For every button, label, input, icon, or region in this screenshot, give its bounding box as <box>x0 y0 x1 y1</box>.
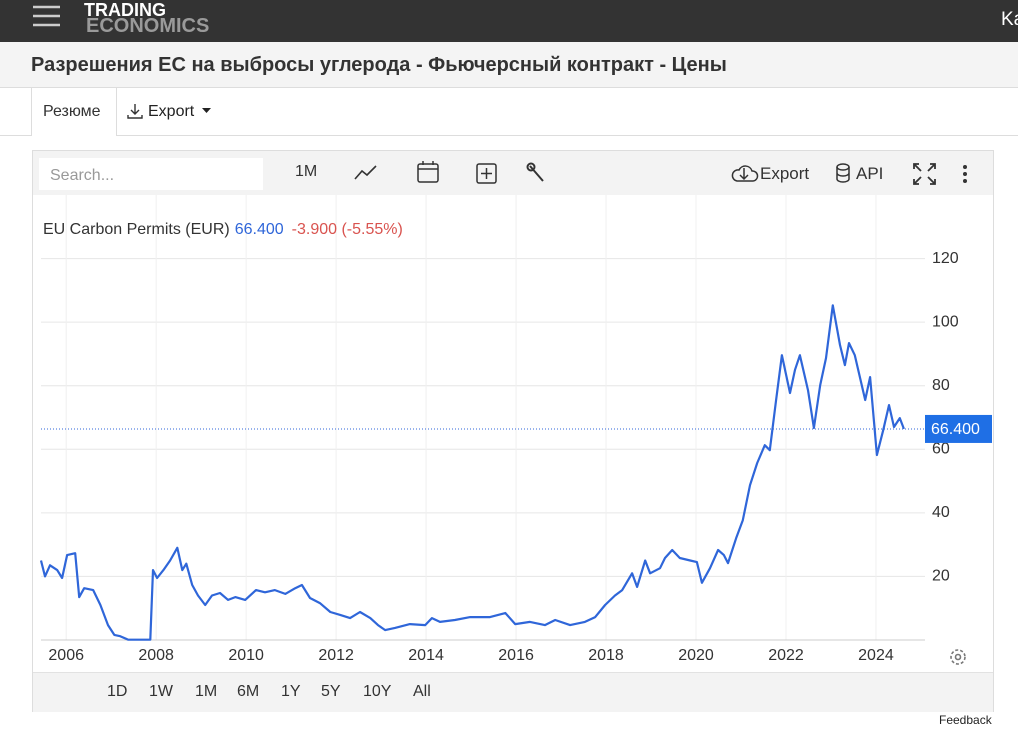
gear-outer <box>950 649 966 665</box>
toolbar-icons <box>354 161 967 185</box>
range-button[interactable]: 1D <box>107 683 128 700</box>
compare-icon[interactable] <box>476 163 497 184</box>
range-button[interactable]: 10Y <box>363 683 392 700</box>
y-tick-label: 60 <box>932 441 950 458</box>
x-tick-label: 2010 <box>228 647 264 664</box>
chart: 20 40 60 80 100 120 2006 2008 2010 2012 2014 2016 20… <box>39 195 992 665</box>
range-button[interactable]: All <box>413 683 431 700</box>
y-tick-label: 20 <box>932 568 950 585</box>
x-tick-label: 2018 <box>588 647 624 664</box>
chart-settings-icon[interactable] <box>950 649 966 665</box>
range-button[interactable]: 1M <box>195 683 218 700</box>
x-tick-label: 2006 <box>48 647 84 664</box>
range-button[interactable]: 1Y <box>281 683 301 700</box>
api-icon[interactable] <box>836 163 850 183</box>
chart-container: Search... 1M Export API 1D 1W 1M 6M 1Y 5Y 10Y A… <box>32 150 994 712</box>
x-tick-label: 2008 <box>138 647 174 664</box>
export-cloud-icon[interactable] <box>731 165 759 182</box>
settings-wrench-icon[interactable] <box>526 162 544 182</box>
last-value-label: 66.400 <box>931 421 980 438</box>
x-tick-label: 2022 <box>768 647 804 664</box>
more-icon[interactable] <box>963 165 967 183</box>
top-bar: TRADING ECONOMICS Ka <box>0 0 1018 42</box>
range-buttons: 1D 1W 1M 6M 1Y 5Y 10Y All <box>33 672 993 711</box>
logo-top[interactable]: TRADING <box>84 0 166 20</box>
menu-icon[interactable] <box>33 5 60 27</box>
logo-bottom[interactable]: ECONOMICS <box>86 15 210 37</box>
gear-inner <box>954 653 962 661</box>
y-tick-label: 80 <box>932 377 950 394</box>
download-icon <box>127 104 143 119</box>
y-tick-label: 100 <box>932 313 959 330</box>
api-button[interactable]: API <box>856 164 884 183</box>
tab-export[interactable]: Export <box>148 103 195 120</box>
legend-last-value: 66.400 <box>235 221 284 238</box>
range-button[interactable]: 6M <box>237 683 260 700</box>
tab-active[interactable]: Резюме <box>31 88 117 136</box>
legend: EU Carbon Permits (EUR) 66.400 -3.900 (-5.… <box>43 221 403 238</box>
legend-series-name: EU Carbon Permits (EUR) <box>43 221 230 238</box>
feedback-link[interactable]: Feedback <box>939 713 992 727</box>
x-tick-label: 2016 <box>498 647 534 664</box>
export-button[interactable]: Export <box>760 164 810 183</box>
range-bar <box>33 672 993 712</box>
price-line <box>39 304 905 641</box>
line-type-icon[interactable] <box>354 165 377 180</box>
x-tick-label: 2012 <box>318 647 354 664</box>
dropdown-caret <box>202 108 211 113</box>
corner-text[interactable]: Ka <box>1001 9 1018 30</box>
top-bar-graphics <box>33 5 60 27</box>
page-title: Разрешения ЕС на выбросы углерода - Фьюч… <box>31 54 727 76</box>
legend-change: -3.900 (-5.55%) <box>292 221 403 238</box>
range-button[interactable]: 1W <box>149 683 173 700</box>
calendar-icon[interactable] <box>417 161 439 183</box>
interval-button[interactable]: 1M <box>295 163 318 180</box>
x-tick-label: 2024 <box>858 647 894 664</box>
tab-label[interactable]: Резюме <box>43 103 101 120</box>
search-placeholder[interactable]: Search... <box>50 167 115 184</box>
x-tick-label: 2014 <box>408 647 444 664</box>
search-box[interactable]: Search... <box>39 158 263 190</box>
x-tick-label: 2020 <box>678 647 714 664</box>
y-tick-label: 120 <box>932 250 959 267</box>
fullscreen-icon[interactable] <box>913 163 936 185</box>
range-button[interactable]: 5Y <box>321 683 341 700</box>
tab-row: Резюме Export <box>0 88 1018 136</box>
y-tick-label: 40 <box>932 504 950 521</box>
last-value-badge <box>925 414 992 443</box>
title-bar: Разрешения ЕС на выбросы углерода - Фьюч… <box>0 42 1018 88</box>
